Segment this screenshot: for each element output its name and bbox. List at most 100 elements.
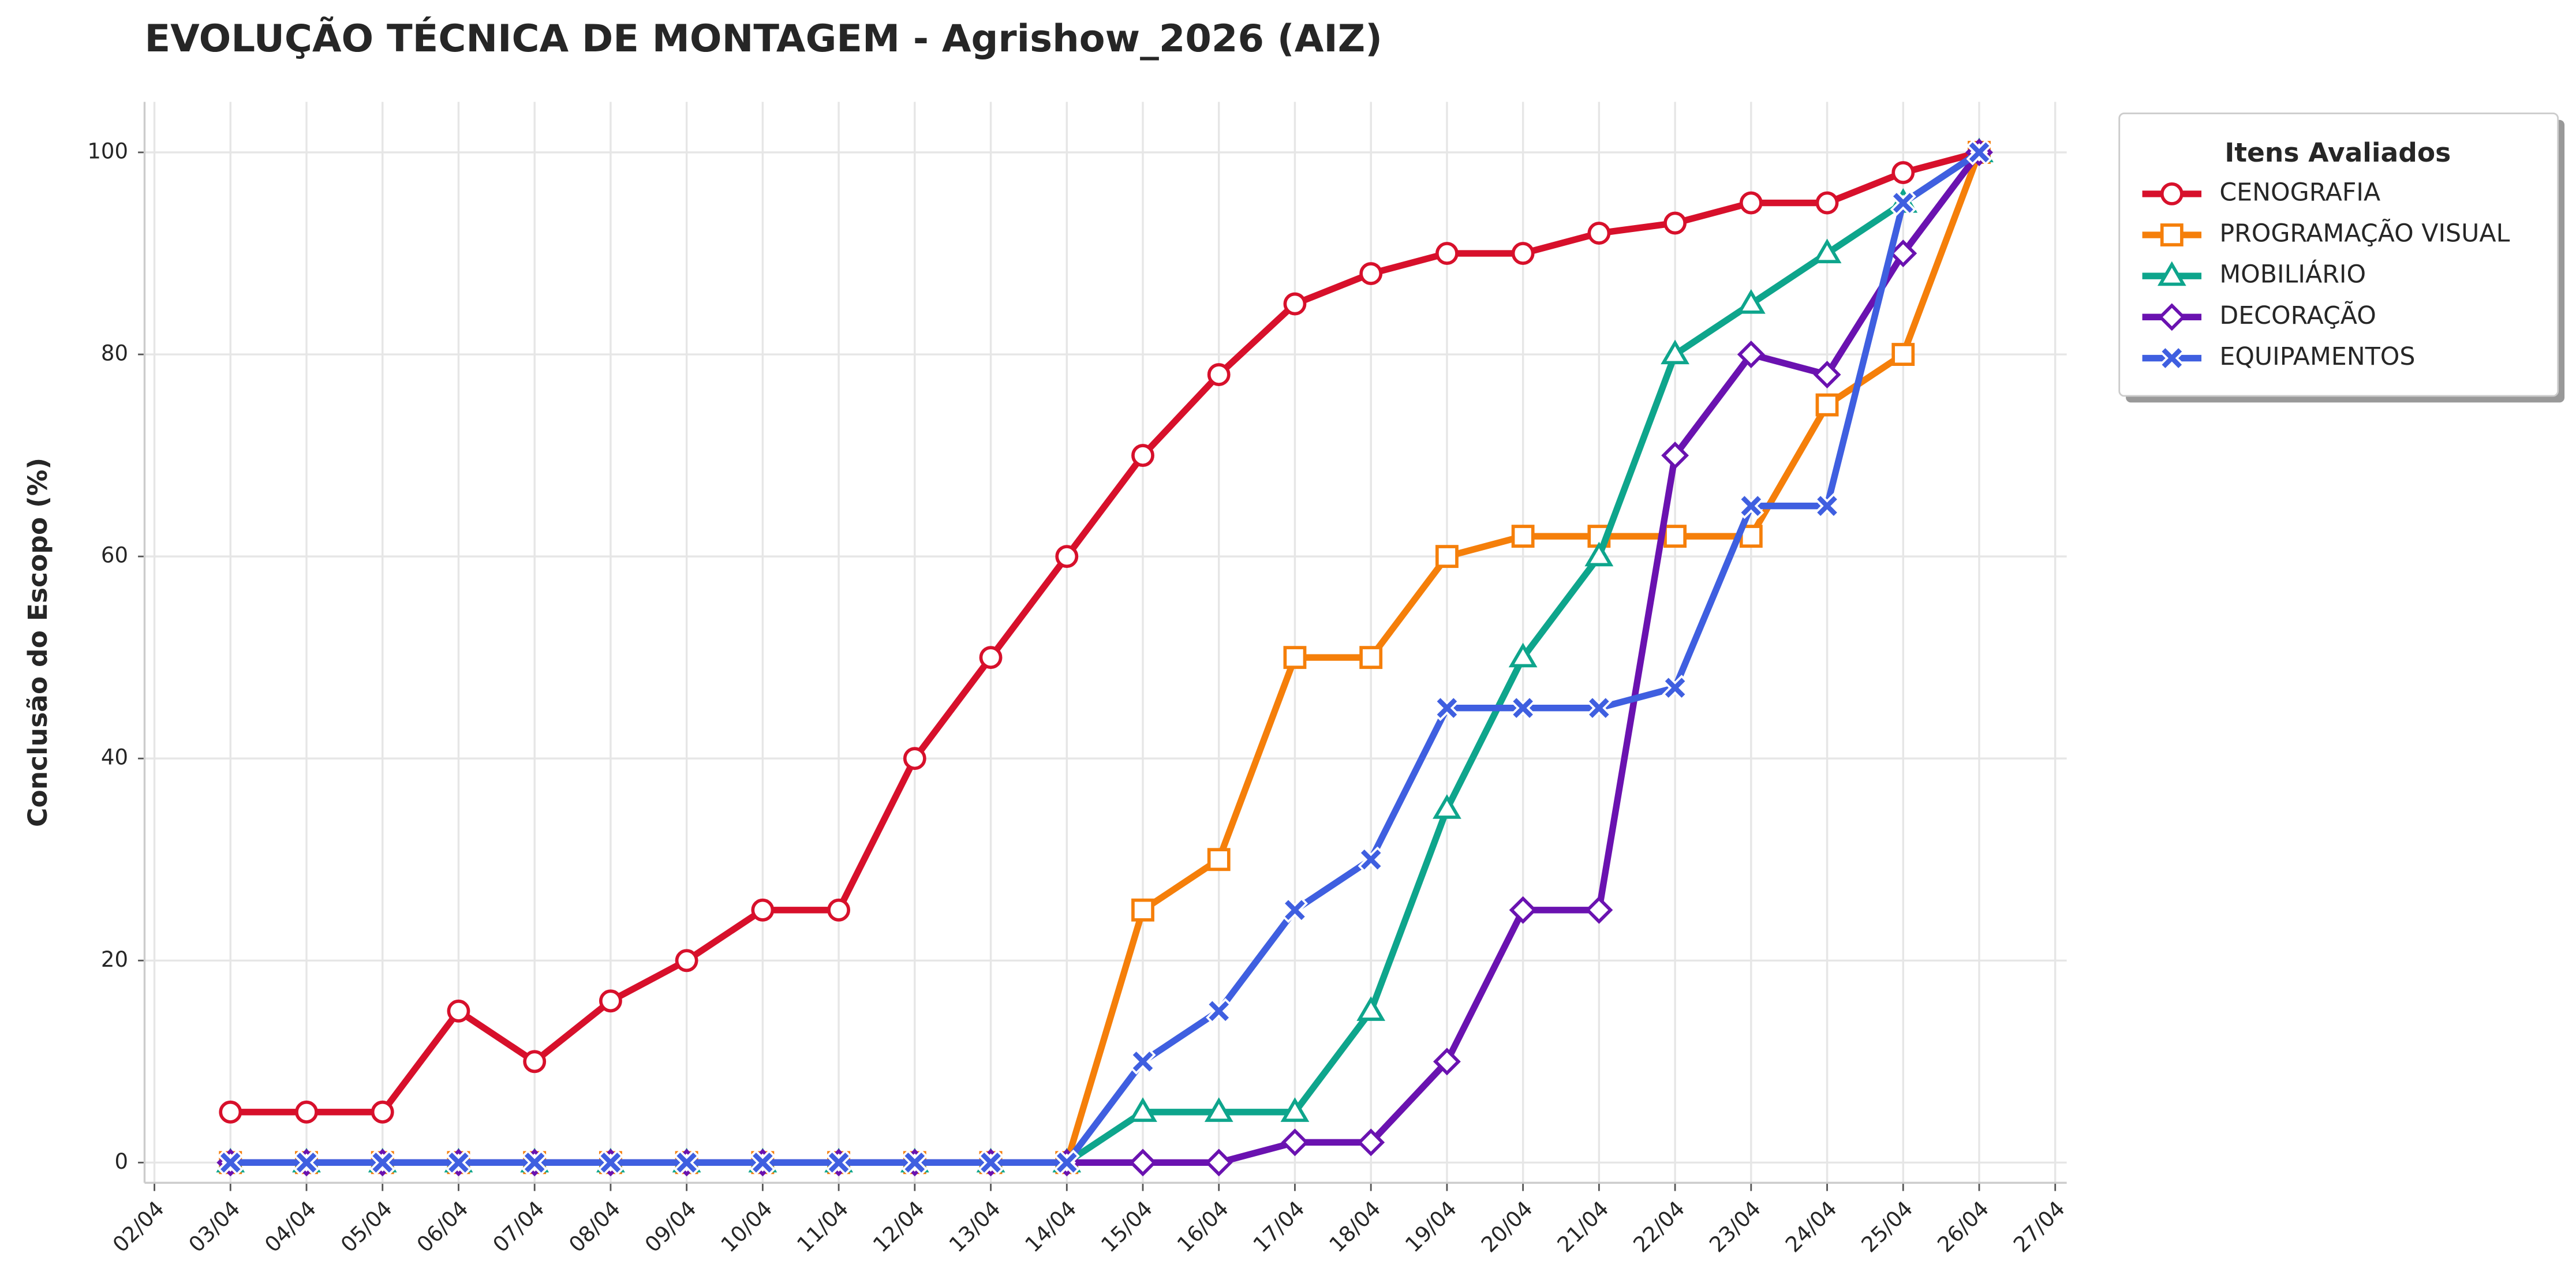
x-tick-label: 07/04 — [488, 1196, 549, 1258]
marker — [1585, 896, 1613, 924]
marker — [1508, 642, 1538, 668]
marker — [1283, 646, 1307, 669]
legend-label: MOBILIÁRIO — [2219, 260, 2366, 289]
marker — [445, 1149, 472, 1176]
marker — [2158, 303, 2186, 331]
marker — [371, 1100, 394, 1124]
marker — [295, 1100, 318, 1124]
x-tick-label: 23/04 — [1704, 1196, 1766, 1258]
series-line — [230, 149, 1980, 1116]
marker — [1586, 695, 1612, 721]
marker — [1281, 897, 1308, 923]
marker — [1281, 1128, 1309, 1157]
marker — [1359, 646, 1383, 669]
marker — [1663, 525, 1687, 548]
x-tick-label: 16/04 — [1172, 1196, 1233, 1258]
marker — [751, 898, 775, 922]
marker — [1207, 363, 1231, 387]
marker — [1130, 1048, 1156, 1075]
marker — [1511, 242, 1535, 265]
x-tick-label: 06/04 — [412, 1196, 473, 1258]
marker — [675, 949, 698, 972]
marker — [1205, 1149, 1233, 1177]
chart-title: EVOLUÇÃO TÉCNICA DE MONTAGEM - Agrishow_… — [144, 16, 1382, 61]
x-tick-label: 18/04 — [1325, 1196, 1386, 1258]
x-tick-label: 14/04 — [1020, 1196, 1082, 1258]
series-line — [230, 149, 1981, 1166]
marker — [293, 1149, 320, 1176]
x-tick-label: 15/04 — [1096, 1196, 1157, 1258]
legend-label: DECORAÇÃO — [2219, 301, 2376, 330]
marker — [1356, 996, 1386, 1021]
x-tick-label: 02/04 — [108, 1196, 169, 1258]
marker — [1736, 289, 1766, 314]
x-tick-label: 05/04 — [336, 1196, 397, 1258]
marker — [2160, 223, 2184, 246]
marker — [1813, 361, 1841, 389]
x-tick-label: 12/04 — [868, 1196, 929, 1258]
marker — [978, 1149, 1004, 1176]
marker — [1510, 695, 1536, 721]
marker — [1966, 139, 1992, 166]
marker — [217, 1149, 244, 1176]
marker — [1511, 525, 1535, 548]
marker — [369, 1149, 396, 1176]
y-tick-label: 20 — [101, 947, 128, 972]
x-tick-label: 11/04 — [792, 1196, 853, 1258]
series-line — [230, 151, 1983, 1166]
marker — [1663, 211, 1687, 235]
legend-label: EQUIPAMENTOS — [2219, 342, 2415, 371]
marker — [1814, 493, 1841, 519]
marker — [1737, 341, 1765, 369]
marker — [1204, 1097, 1233, 1122]
x-tick-label: 24/04 — [1781, 1196, 1842, 1258]
x-tick-label: 27/04 — [2009, 1196, 2070, 1258]
marker — [1280, 1097, 1310, 1122]
legend-title: Itens Avaliados — [2224, 137, 2451, 168]
marker — [1891, 161, 1915, 184]
marker — [1435, 242, 1459, 265]
marker — [1207, 848, 1231, 871]
x-tick-label: 04/04 — [260, 1196, 321, 1258]
legend-label: CENOGRAFIA — [2219, 178, 2380, 207]
y-axis-label: Conclusão do Escopo (%) — [23, 458, 53, 827]
marker — [1509, 896, 1537, 924]
series-line — [230, 150, 1982, 1166]
marker — [1812, 238, 1842, 264]
y-tick-label: 0 — [114, 1149, 128, 1174]
legend-label: PROGRAMAÇÃO VISUAL — [2219, 219, 2510, 248]
x-tick-label: 22/04 — [1628, 1196, 1689, 1258]
marker — [1357, 1128, 1385, 1157]
marker — [1053, 1149, 1080, 1176]
marker — [979, 646, 1003, 669]
marker — [523, 1050, 547, 1073]
marker — [903, 747, 926, 770]
marker — [1434, 695, 1460, 721]
marker — [1283, 292, 1307, 316]
y-tick-label: 80 — [101, 341, 128, 366]
marker — [1739, 191, 1763, 215]
marker — [1661, 442, 1689, 470]
marker — [1433, 794, 1461, 819]
marker — [447, 999, 470, 1023]
marker — [1890, 189, 1916, 216]
x-tick-label: 26/04 — [1932, 1196, 1994, 1258]
marker — [1815, 191, 1839, 215]
marker — [1358, 846, 1384, 873]
marker — [902, 1149, 928, 1176]
marker — [1433, 1048, 1461, 1076]
x-tick-label: 20/04 — [1476, 1196, 1538, 1258]
marker — [825, 1149, 852, 1176]
x-tick-label: 10/04 — [716, 1196, 777, 1258]
marker — [1661, 339, 1689, 365]
marker — [1055, 545, 1079, 568]
marker — [521, 1149, 548, 1176]
marker — [1662, 675, 1688, 701]
marker — [2159, 345, 2185, 372]
x-tick-label: 19/04 — [1400, 1196, 1461, 1258]
marker — [1131, 444, 1154, 467]
marker — [827, 898, 851, 922]
y-tick-label: 100 — [87, 139, 128, 164]
x-tick-label: 03/04 — [184, 1196, 245, 1258]
